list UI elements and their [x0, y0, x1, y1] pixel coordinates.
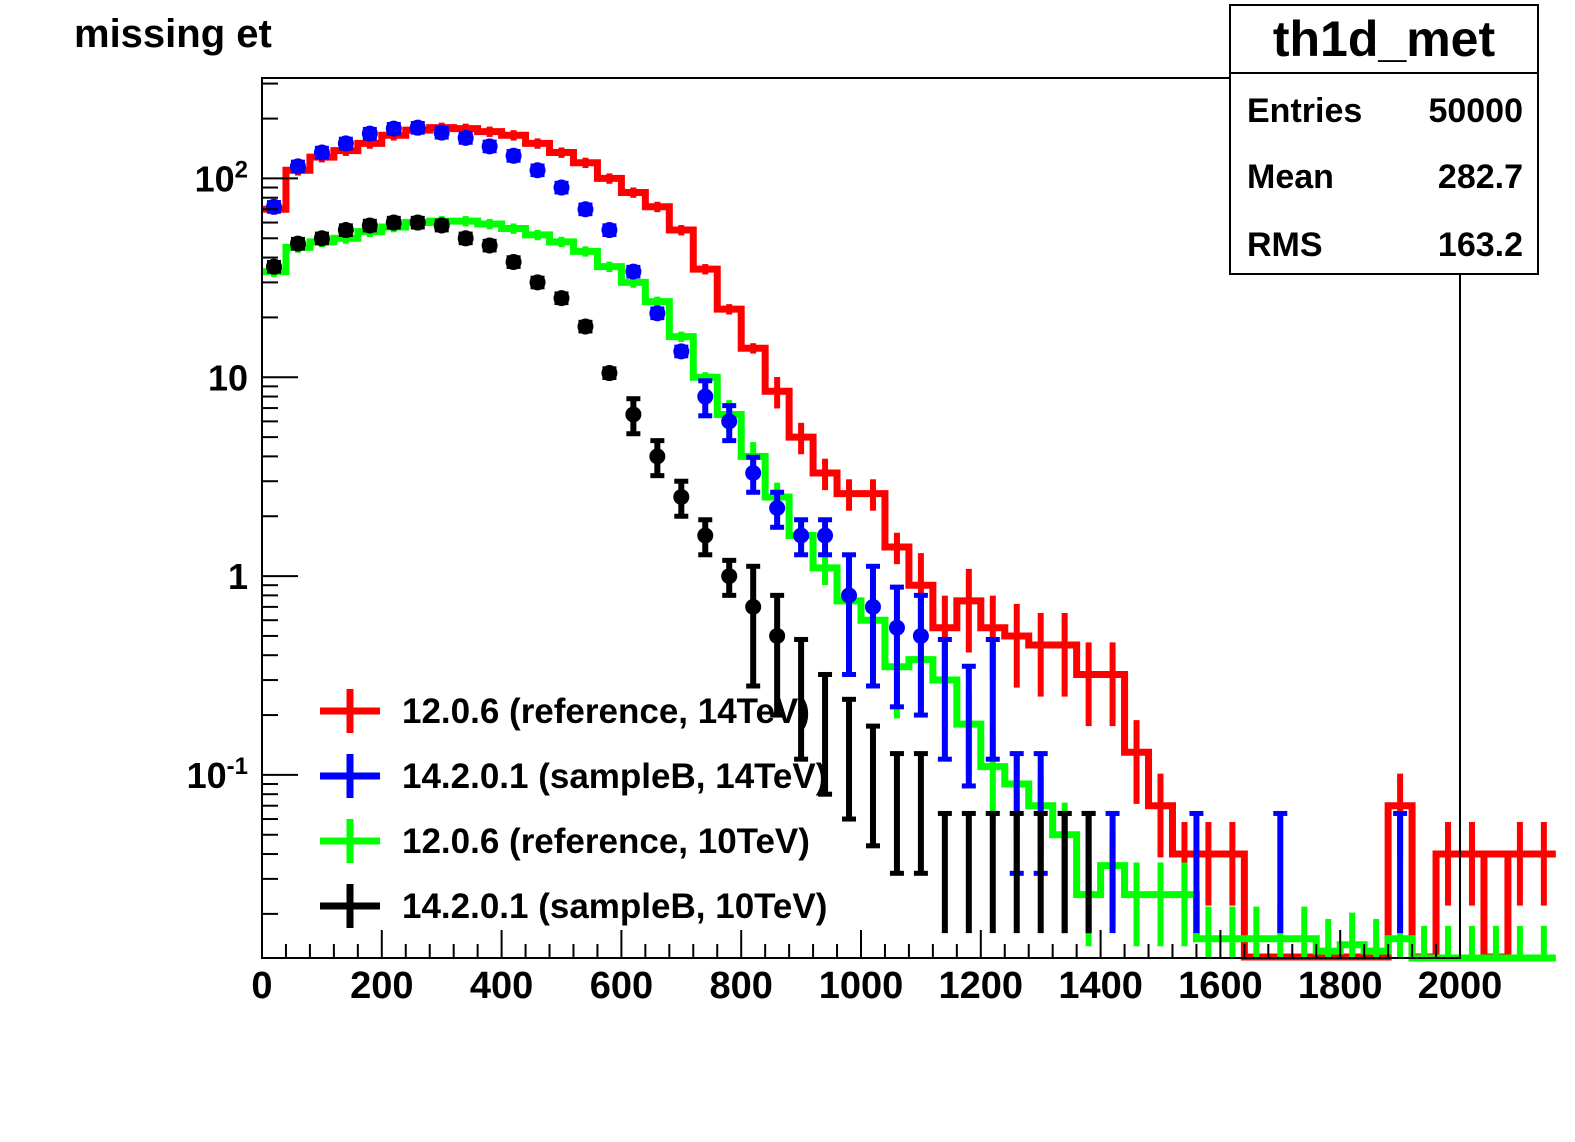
- data-point: [601, 365, 618, 382]
- data-point: [649, 305, 666, 322]
- x-tick-label: 1400: [1058, 965, 1143, 1007]
- data-point: [457, 230, 474, 247]
- data-point: [265, 258, 282, 275]
- stats-value: 50000: [1428, 92, 1523, 130]
- x-tick-label: 1800: [1298, 965, 1383, 1007]
- data-point: [721, 413, 738, 430]
- data-point: [529, 162, 546, 179]
- stats-row-mean: Mean 282.7: [1247, 158, 1523, 197]
- series-layer: [262, 119, 1556, 962]
- data-point: [649, 448, 666, 465]
- x-tick-label: 200: [350, 965, 413, 1007]
- data-point: [697, 388, 714, 405]
- data-point: [409, 119, 426, 136]
- chart-title: missing et: [74, 12, 272, 56]
- x-tick-label: 0: [251, 965, 272, 1007]
- data-point: [505, 147, 522, 164]
- data-point: [289, 235, 306, 252]
- stats-value: 163.2: [1437, 226, 1523, 264]
- data-point: [769, 627, 786, 644]
- stats-label: Mean: [1247, 158, 1334, 196]
- legend-label: 14.2.0.1 (sampleB, 10TeV): [402, 887, 827, 926]
- data-point: [337, 222, 354, 239]
- stats-row-entries: Entries 50000: [1247, 92, 1523, 131]
- data-point: [553, 179, 570, 196]
- data-point: [864, 598, 881, 615]
- data-point: [625, 406, 642, 423]
- x-tick-label: 1200: [939, 965, 1024, 1007]
- data-point: [888, 619, 905, 636]
- stats-value: 282.7: [1437, 158, 1523, 196]
- data-point: [841, 587, 858, 604]
- data-point: [409, 214, 426, 231]
- data-point: [577, 318, 594, 335]
- data-point: [313, 144, 330, 161]
- legend-label: 12.0.6 (reference, 14TeV): [402, 692, 810, 731]
- x-tick-label: 1600: [1178, 965, 1263, 1007]
- x-tick-label: 800: [709, 965, 772, 1007]
- data-point: [745, 464, 762, 481]
- data-point: [745, 598, 762, 615]
- data-point: [697, 527, 714, 544]
- y-tick-label: 1: [228, 556, 248, 597]
- series-line: [262, 217, 1556, 962]
- x-tick-label: 600: [590, 965, 653, 1007]
- stats-title: th1d_met: [1231, 6, 1537, 74]
- data-point: [817, 527, 834, 544]
- data-point: [481, 237, 498, 254]
- data-point: [313, 230, 330, 247]
- data-point: [481, 138, 498, 155]
- data-point: [793, 527, 810, 544]
- legend: 12.0.6 (reference, 14TeV) 14.2.0.1 (sampl…: [320, 689, 827, 928]
- x-tick-label: 400: [470, 965, 533, 1007]
- data-point: [433, 124, 450, 141]
- data-point: [625, 263, 642, 280]
- data-point: [912, 627, 929, 644]
- data-point: [529, 274, 546, 291]
- data-point: [673, 343, 690, 360]
- y-tick-label: 10: [208, 357, 248, 398]
- stats-label: RMS: [1247, 226, 1323, 264]
- stats-row-rms: RMS 163.2: [1247, 226, 1523, 265]
- x-tick-label: 2000: [1418, 965, 1503, 1007]
- y-tick-label: 102: [195, 156, 248, 199]
- y-tick-label: 10-1: [187, 753, 248, 796]
- x-tick-label: 1000: [819, 965, 904, 1007]
- axes-layer: 0 200 400 600 800 1000 1200 1400 1600 1800 2000 10-…: [187, 77, 1503, 1007]
- data-point: [673, 488, 690, 505]
- data-point: [385, 120, 402, 137]
- stats-box: th1d_met Entries 50000 Mean 282.7 RMS 16…: [1229, 4, 1539, 275]
- data-point: [601, 222, 618, 239]
- data-point: [721, 568, 738, 585]
- legend-label: 12.0.6 (reference, 10TeV): [402, 822, 810, 861]
- stats-label: Entries: [1247, 92, 1363, 130]
- legend-label: 14.2.0.1 (sampleB, 14TeV): [402, 757, 827, 796]
- data-point: [289, 158, 306, 175]
- data-point: [337, 135, 354, 152]
- data-point: [577, 201, 594, 218]
- data-point: [457, 129, 474, 146]
- data-point: [385, 214, 402, 231]
- data-point: [265, 198, 282, 215]
- data-point: [433, 217, 450, 234]
- data-point: [553, 290, 570, 307]
- data-point: [361, 125, 378, 142]
- data-point: [769, 500, 786, 517]
- data-point: [361, 217, 378, 234]
- data-point: [505, 253, 522, 270]
